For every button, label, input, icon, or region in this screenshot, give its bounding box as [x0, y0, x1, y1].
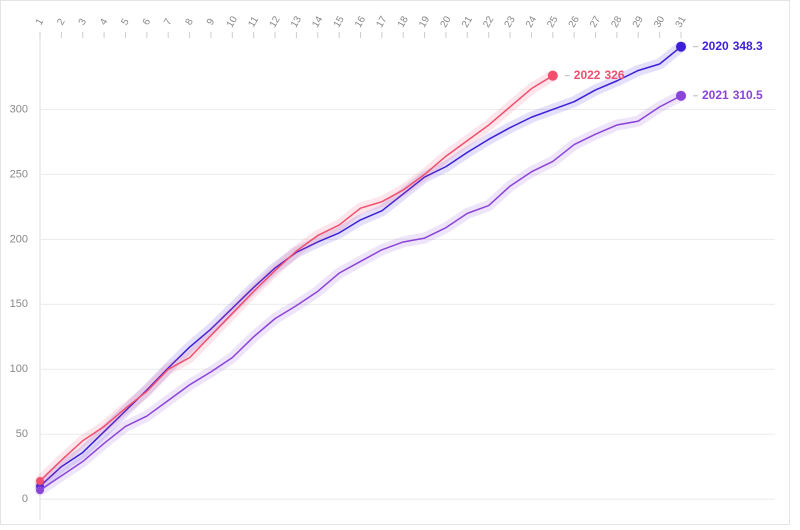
- x-tick-label: 23: [503, 14, 518, 30]
- x-tick-label: 29: [631, 14, 646, 30]
- end-dot: [675, 41, 686, 52]
- series-value: 310.5: [733, 88, 763, 102]
- series-name: 2020: [702, 39, 729, 53]
- y-tick-label: 0: [22, 493, 28, 505]
- y-tick-label: 100: [10, 363, 28, 375]
- x-tick-label: 8: [184, 17, 197, 28]
- x-tick-label: 4: [98, 17, 111, 28]
- x-tick-label: 26: [567, 14, 582, 30]
- x-tick-label: 17: [374, 14, 389, 30]
- x-tick-label: 1: [34, 17, 47, 28]
- x-tick-label: 15: [332, 14, 347, 30]
- line: [39, 95, 682, 491]
- x-tick-label: 30: [652, 14, 667, 30]
- y-tick-label: 150: [10, 298, 28, 310]
- x-tick-label: 20: [439, 14, 454, 30]
- x-tick-label: 3: [77, 17, 90, 28]
- x-tick-label: 7: [162, 17, 175, 28]
- x-tick-label: 31: [674, 14, 689, 30]
- x-tick-label: 21: [460, 14, 475, 30]
- x-tick-label: 28: [609, 14, 624, 30]
- start-dot: [36, 477, 44, 486]
- series-value: 348.3: [733, 39, 763, 53]
- series-value: 326: [604, 68, 624, 82]
- x-tick-label: 13: [289, 14, 304, 30]
- x-tick-label: 25: [545, 14, 560, 30]
- x-tick-label: 14: [310, 14, 325, 30]
- end-dot: [675, 90, 686, 101]
- series-name: 2022: [574, 68, 601, 82]
- x-tick-label: 5: [119, 17, 132, 28]
- x-tick-label: 9: [205, 17, 218, 28]
- x-tick-label: 22: [481, 14, 496, 30]
- line: [39, 46, 682, 487]
- series-name: 2021: [702, 88, 729, 102]
- x-tick-label: 6: [141, 17, 154, 28]
- y-tick-label: 50: [16, 428, 28, 440]
- x-tick-label: 10: [225, 14, 240, 30]
- frame: [0, 0, 790, 525]
- start-dot: [36, 486, 44, 495]
- line: [39, 75, 554, 482]
- x-tick-label: 24: [524, 14, 539, 30]
- x-tick-label: 16: [353, 14, 368, 30]
- y-tick-label: 300: [10, 103, 28, 115]
- x-tick-label: 2: [55, 17, 68, 28]
- x-tick-label: 19: [417, 14, 432, 30]
- x-tick-label: 27: [588, 14, 603, 30]
- y-tick-label: 250: [10, 168, 28, 180]
- x-tick-label: 18: [396, 14, 411, 30]
- y-tick-label: 200: [10, 233, 28, 245]
- end-dot: [547, 70, 558, 81]
- x-tick-label: 12: [268, 14, 283, 30]
